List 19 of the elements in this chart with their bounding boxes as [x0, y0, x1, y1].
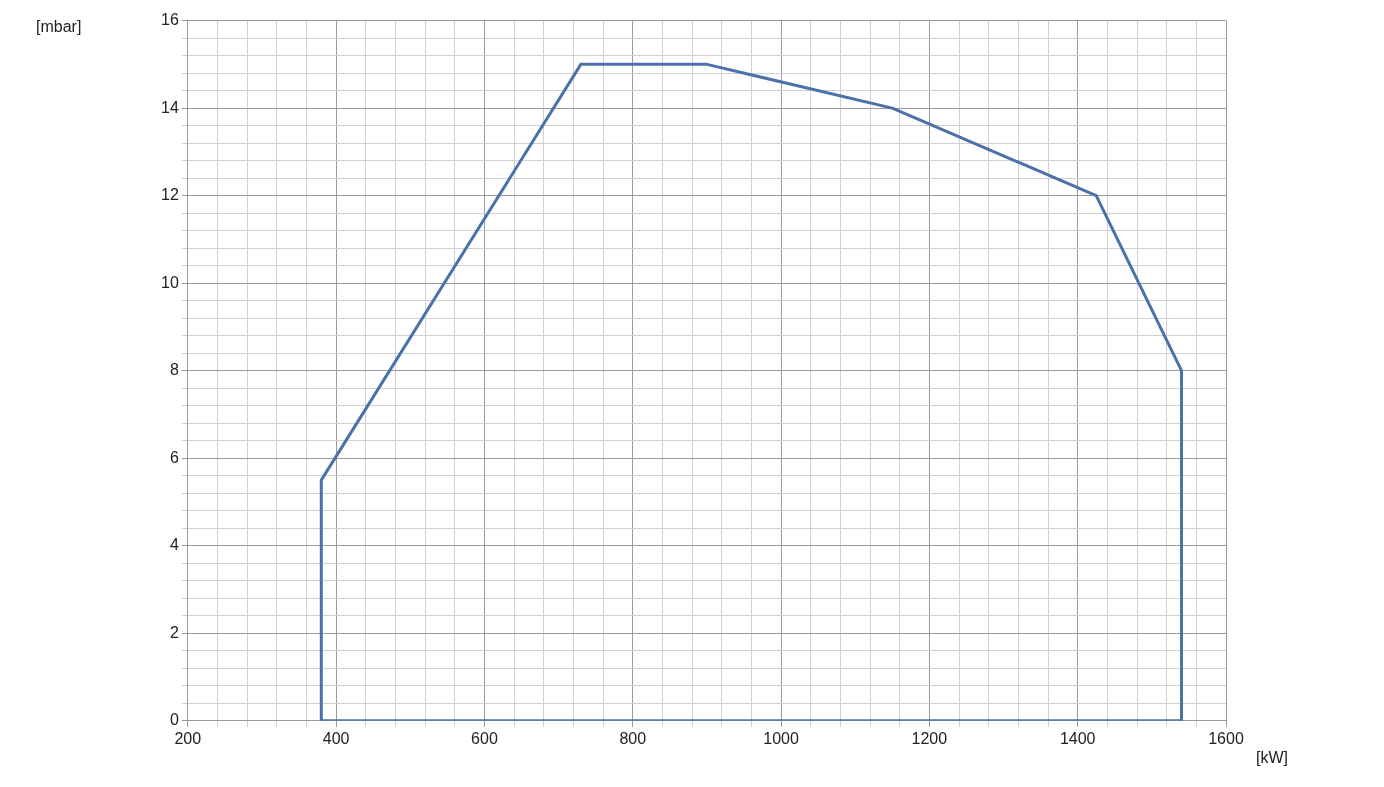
- y-tick-label: 12: [161, 186, 179, 204]
- x-tick-label: 600: [471, 729, 498, 747]
- x-tick-label: 200: [174, 729, 202, 747]
- x-tick-label: 1400: [1059, 729, 1096, 747]
- y-tick-label: 10: [161, 273, 179, 291]
- y-tick-label: 2: [169, 623, 179, 641]
- x-tick-label: 400: [322, 729, 350, 747]
- x-tick-label: 1000: [763, 729, 799, 747]
- y-tick-label: 8: [169, 361, 179, 379]
- x-tick-label: 800: [619, 729, 647, 747]
- y-axis-title: [mbar]: [36, 18, 82, 36]
- y-tick-label: 16: [161, 11, 179, 29]
- y-tick-label: 14: [161, 98, 179, 116]
- x-tick-label: 1200: [911, 729, 948, 747]
- y-tick-label: 6: [169, 448, 179, 466]
- x-tick-label: 1600: [1208, 729, 1244, 747]
- y-tick-label: 4: [169, 536, 179, 554]
- y-tick-label: 0: [169, 711, 179, 729]
- x-axis-title: [kW]: [1256, 749, 1288, 767]
